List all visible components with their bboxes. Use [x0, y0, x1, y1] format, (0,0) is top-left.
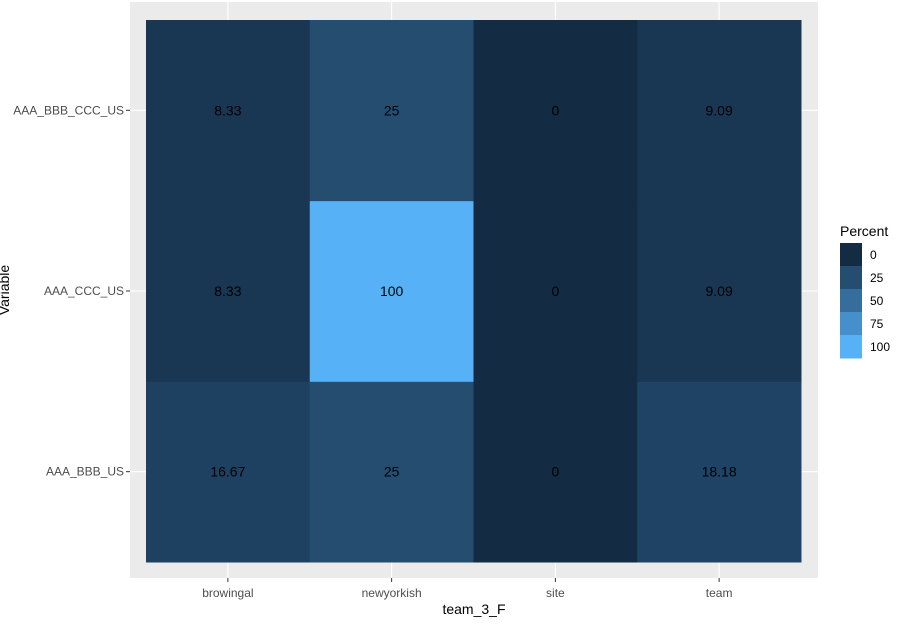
legend-title: Percent [840, 223, 888, 239]
legend-key [840, 289, 862, 313]
tile-label: 16.67 [210, 464, 245, 480]
tile-label: 8.33 [214, 102, 241, 118]
legend-label: 0 [870, 248, 877, 262]
legend-key [840, 243, 862, 267]
heatmap-tile [473, 20, 638, 202]
heatmap-tile [309, 200, 474, 382]
legend-label: 25 [870, 271, 884, 285]
legend-label: 50 [870, 294, 884, 308]
heatmap-tile [473, 381, 638, 563]
tile-label: 100 [380, 283, 404, 299]
legend-key [840, 266, 862, 290]
x-axis-title: team_3_F [442, 601, 505, 617]
heatmap-tile [146, 381, 311, 563]
tile-label: 0 [551, 464, 559, 480]
heatmap-tile [146, 200, 311, 382]
heatmap-tile [637, 381, 802, 563]
x-tick-label: site [546, 586, 565, 600]
heatmap-tile [637, 20, 802, 202]
heatmap-tile [637, 200, 802, 382]
tile-label: 0 [551, 102, 559, 118]
x-tick-label: browingal [202, 586, 253, 600]
tile-label: 9.09 [706, 102, 733, 118]
heatmap-tile [146, 20, 311, 202]
legend-label: 100 [870, 340, 890, 354]
legend-key [840, 312, 862, 336]
tile-label: 25 [384, 102, 400, 118]
y-tick-label: AAA_BBB_US [46, 465, 124, 479]
y-tick-label: AAA_BBB_CCC_US [13, 103, 124, 117]
legend-label: 75 [870, 317, 884, 331]
y-tick-label: AAA_CCC_US [44, 284, 124, 298]
tile-label: 9.09 [706, 283, 733, 299]
tile-label: 18.18 [702, 464, 737, 480]
x-tick-label: team [706, 586, 733, 600]
heatmap-tile [309, 381, 474, 563]
tile-label: 8.33 [214, 283, 241, 299]
tile-label: 25 [384, 464, 400, 480]
heatmap-tile [473, 200, 638, 382]
y-axis-title: Variable [0, 265, 12, 316]
x-tick-label: newyorkish [362, 586, 422, 600]
heatmap-tile [309, 20, 474, 202]
legend-key [840, 335, 862, 359]
tile-label: 0 [551, 283, 559, 299]
